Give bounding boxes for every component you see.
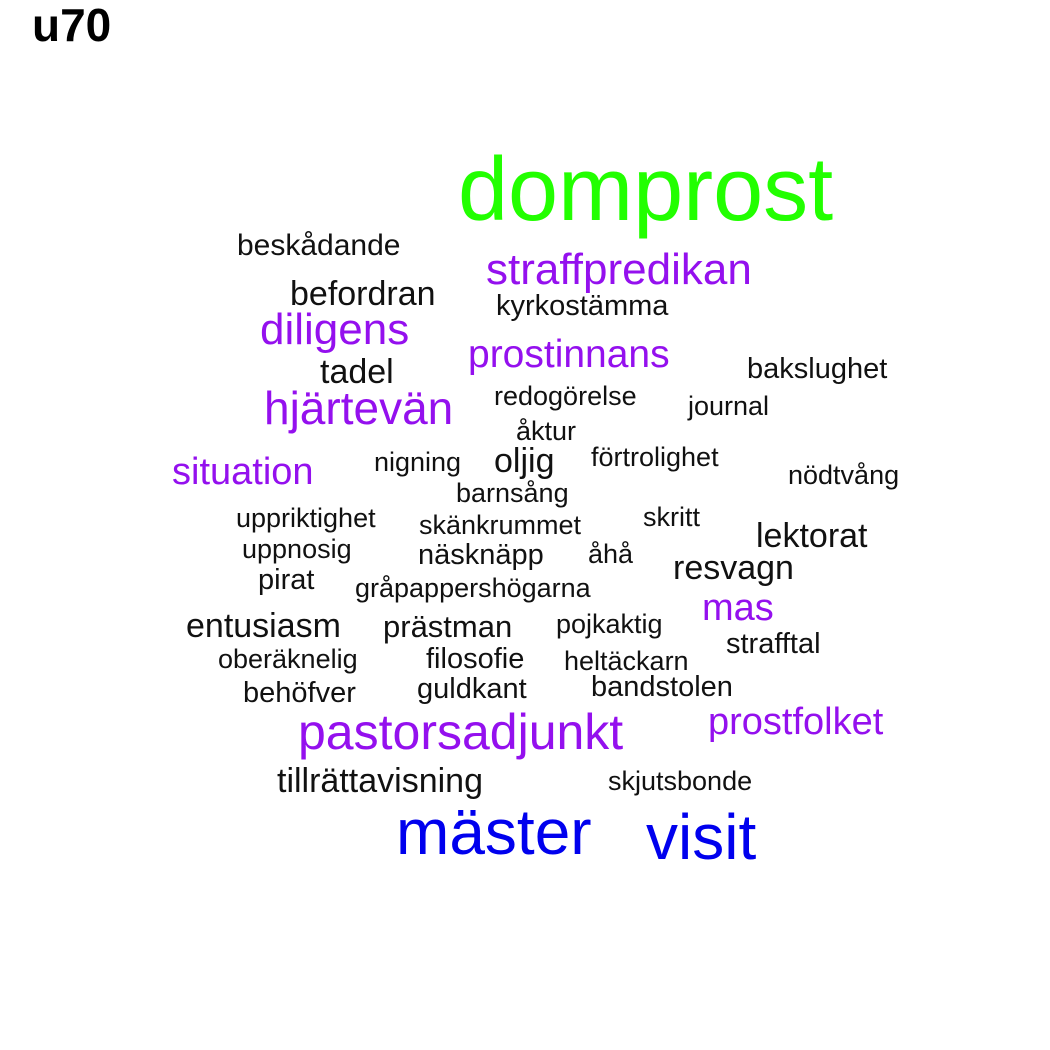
word-6: diligens [260,305,410,354]
word-16: redogörelse [494,381,637,411]
word-15: bakslughet [747,353,888,385]
word-34: entusiasm [186,607,341,645]
word-28: uppnosig [242,534,352,564]
word-33: gråpappershögarna [355,573,591,603]
word-45: skjutsbonde [608,766,753,796]
word-43: bandstolen [591,671,733,703]
word-24: uppriktighet [236,503,376,533]
word-44: tillrättavisning [277,762,483,800]
word-21: förtrolighet [591,442,719,472]
word-26: skritt [643,502,700,532]
word-10: mas [702,587,774,629]
word-0: domprost [458,140,834,240]
word-11: beskådande [237,229,401,262]
word-39: filosofie [426,643,525,675]
word-7: prostinnans [468,333,670,376]
word-31: resvagn [673,549,794,587]
word-38: oberäknelig [218,644,358,674]
word-4: straffpredikan [486,245,752,294]
word-32: pirat [258,564,315,596]
word-29: näsknäpp [418,539,544,571]
word-42: guldkant [417,673,527,705]
word-22: nödtvång [788,460,900,490]
word-20: oljig [494,442,555,480]
word-12: befordran [290,275,436,313]
word-14: tadel [320,353,394,391]
word-25: skänkrummet [419,510,582,540]
word-35: prästman [383,609,513,644]
word-30: åhå [588,539,634,569]
word-27: lektorat [756,517,868,555]
word-9: prostfolket [708,701,884,743]
word-13: kyrkostämma [496,290,669,322]
word-5: hjärtevän [264,382,454,434]
word-1: mäster [396,796,592,868]
word-3: pastorsadjunkt [298,704,624,760]
word-19: nigning [374,447,462,477]
word-40: heltäckarn [564,646,689,676]
word-36: pojkaktig [556,609,663,639]
word-41: behöfver [243,677,356,709]
page-title: u70 [32,0,112,51]
word-23: barnsång [456,478,569,508]
word-18: åktur [516,416,577,446]
word-2: visit [646,801,757,873]
word-17: journal [688,391,770,421]
word-8: situation [172,451,314,493]
word-37: strafftal [726,628,821,660]
